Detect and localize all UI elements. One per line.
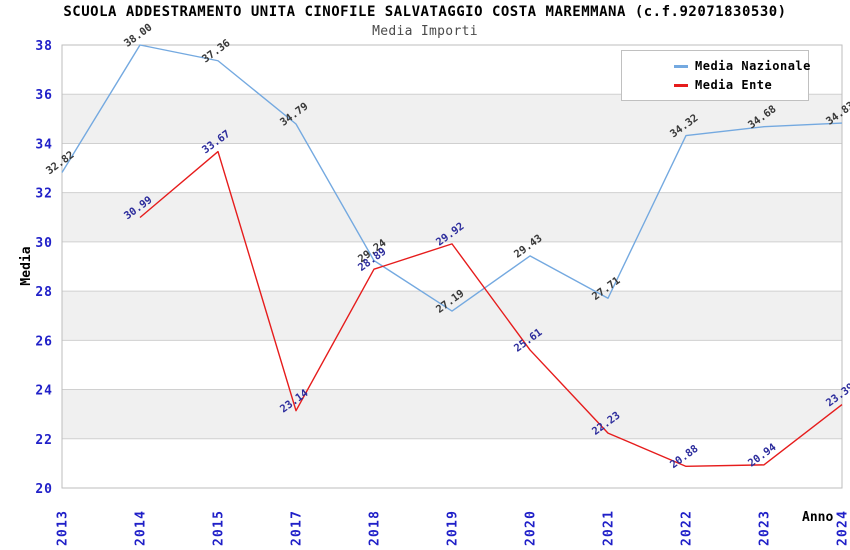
y-tick-label: 34 <box>35 137 53 152</box>
y-tick-label: 32 <box>35 187 53 202</box>
y-tick-label: 24 <box>35 384 53 399</box>
legend-item-media-nazionale: Media Nazionale <box>622 58 811 74</box>
background-band <box>62 291 842 341</box>
legend-item-media-ente: Media Ente <box>622 77 808 93</box>
y-tick-label: 20 <box>35 482 53 497</box>
point-label: 37.36 <box>200 37 233 65</box>
y-tick-label: 22 <box>35 433 53 448</box>
chart-title: SCUOLA ADDESTRAMENTO UNITA CINOFILE SALV… <box>63 4 787 20</box>
x-tick-label: 2024 <box>836 510 850 546</box>
x-tick-label: 2014 <box>134 510 149 546</box>
legend-label-media-ente: Media Ente <box>695 78 773 92</box>
background-band <box>62 94 842 144</box>
legend-label-media-nazionale: Media Nazionale <box>695 59 811 73</box>
series-lines <box>61 44 843 468</box>
x-tick-label: 2017 <box>290 510 305 546</box>
x-tick-label: 2015 <box>212 510 227 546</box>
series-line-media-ente <box>139 150 843 468</box>
y-tick-label: 38 <box>35 39 53 54</box>
x-tick-label: 2013 <box>56 510 71 546</box>
x-tick-label: 2022 <box>680 510 695 546</box>
y-tick-label: 30 <box>35 236 53 251</box>
x-tick-label: 2023 <box>758 510 773 546</box>
chart-subtitle: Media Importi <box>372 24 478 39</box>
plot-frame <box>61 44 843 489</box>
point-label: 32.82 <box>44 149 77 177</box>
y-tick-label: 28 <box>35 285 53 300</box>
y-tick-label: 36 <box>35 88 53 103</box>
x-axis-title: Anno <box>802 510 833 525</box>
legend: Media Nazionale Media Ente <box>621 50 811 101</box>
background-band <box>62 389 842 439</box>
background-bands <box>62 94 842 439</box>
x-tick-label: 2021 <box>602 510 617 546</box>
media-nazionale-line-swatch <box>674 64 688 68</box>
y-axis-title: Media <box>19 246 34 285</box>
media-ente-line-swatch <box>674 83 688 87</box>
x-tick-label: 2020 <box>524 510 539 546</box>
plot-border <box>61 44 843 489</box>
x-tick-label: 2019 <box>446 510 461 546</box>
series-line-media-nazionale <box>61 44 843 312</box>
y-tick-label: 26 <box>35 334 53 349</box>
background-band <box>62 192 842 242</box>
x-tick-label: 2018 <box>368 510 383 546</box>
